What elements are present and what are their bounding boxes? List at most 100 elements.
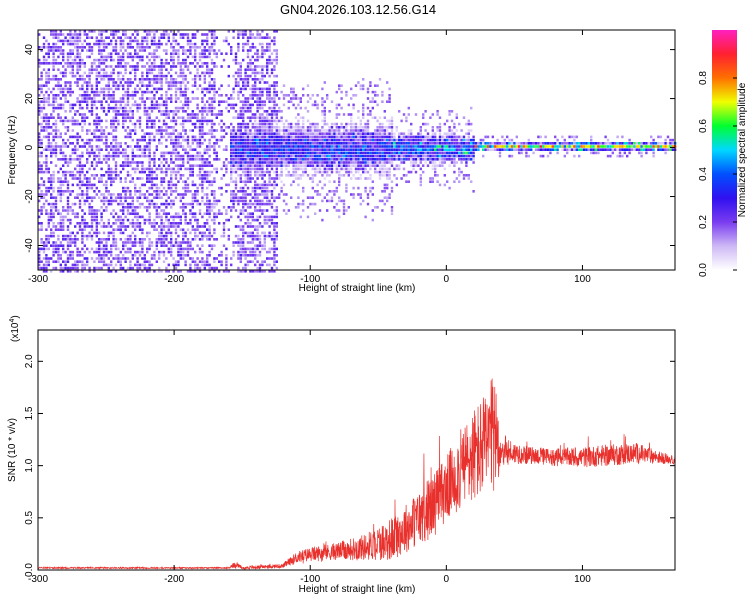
heatmap-cell [273,209,276,212]
heatmap-cell [258,161,262,164]
heatmap-cell [71,119,74,123]
heatmap-cell [74,74,77,78]
heatmap-cell [326,97,329,100]
heatmap-cell [251,97,254,100]
heatmap-cell [172,151,175,155]
heatmap-cell [251,71,254,75]
heatmap-cell [160,225,163,228]
heatmap-cell [246,62,250,65]
heatmap-cell [270,183,274,187]
heatmap-cell [191,158,194,161]
heatmap-cell [160,135,163,139]
heatmap-cell [134,190,137,193]
heatmap-cell [251,145,254,148]
heatmap-cell [179,142,182,145]
heatmap-cell [249,97,252,100]
heatmap-cell [261,103,264,107]
heatmap-cell [62,234,65,238]
heatmap-cell [74,260,77,263]
heatmap-cell [54,206,58,209]
heatmap-cell [323,164,326,167]
heatmap-cell [218,138,221,142]
heatmap-cell [112,78,115,81]
heatmap-cell [105,30,108,33]
heatmap-cell [249,174,252,177]
heatmap-cell [263,138,266,142]
heatmap-cell [112,193,115,196]
heatmap-cell [98,46,101,49]
heatmap-cell [158,231,161,235]
heatmap-cell [38,58,41,62]
heatmap-cell [244,135,247,139]
heatmap-cell [95,266,98,270]
heatmap-cell [148,186,151,190]
heatmap-cell [64,36,67,39]
heatmap-cell [266,49,269,52]
heatmap-cell [114,199,118,203]
heatmap-cell [254,250,257,254]
heatmap-cell [110,174,113,177]
heatmap-cell [335,135,338,139]
heatmap-cell [177,132,180,135]
heatmap-cell [129,42,132,46]
heatmap-cell [242,199,245,203]
heatmap-cell [131,58,134,62]
heatmap-cell [54,129,58,132]
heatmap-cell [165,218,168,222]
heatmap-cell [290,174,293,177]
heatmap-cell [42,180,46,183]
heatmap-cell [203,49,206,52]
heatmap-cell [83,65,86,68]
heatmap-cell [59,222,62,225]
heatmap-cell [114,174,118,177]
heatmap-cell [134,228,137,231]
heatmap-cell [69,71,72,75]
heatmap-cell [81,164,84,167]
heatmap-cell [107,190,110,193]
heatmap-cell [174,260,178,263]
heatmap-cell [254,225,257,228]
heatmap-cell [170,225,173,228]
heatmap-cell [198,142,202,145]
heatmap-cell [258,122,262,126]
heatmap-cell [146,148,149,151]
heatmap-cell [114,30,118,33]
heatmap-cell [117,87,120,91]
heatmap-cell [311,129,314,132]
heatmap-cell [261,68,264,71]
heatmap-cell [57,62,60,65]
heatmap-cell [64,190,67,193]
heatmap-cell [203,151,206,155]
heatmap-cell [198,154,202,158]
heatmap-cell [74,113,77,116]
heatmap-cell [107,222,110,225]
heatmap-cell [354,84,358,87]
heatmap-cell [287,164,290,167]
heatmap-cell [201,119,204,123]
heatmap-cell [258,164,262,167]
heatmap-cell [225,190,228,193]
heatmap-cell [309,145,312,148]
heatmap-cell [304,154,307,158]
heatmap-cell [95,231,98,235]
heatmap-cell [249,206,252,209]
heatmap-cell [74,36,77,39]
heatmap-cell [64,263,67,267]
heatmap-cell [258,209,262,212]
heatmap-cell [95,100,98,103]
heatmap-cell [88,142,91,145]
heatmap-cell [275,55,278,59]
heatmap-cell [52,110,55,113]
heatmap-cell [153,42,156,46]
heatmap-cell [54,164,58,167]
heatmap-cell [148,263,151,267]
heatmap-cell [244,33,247,36]
heatmap-cell [263,103,266,107]
heatmap-cell [354,177,358,180]
heatmap-cell [66,266,70,270]
heatmap-cell [297,154,300,158]
heatmap-cell [249,87,252,91]
heatmap-cell [52,174,55,177]
heatmap-cell [136,177,139,180]
heatmap-cell [66,186,70,190]
